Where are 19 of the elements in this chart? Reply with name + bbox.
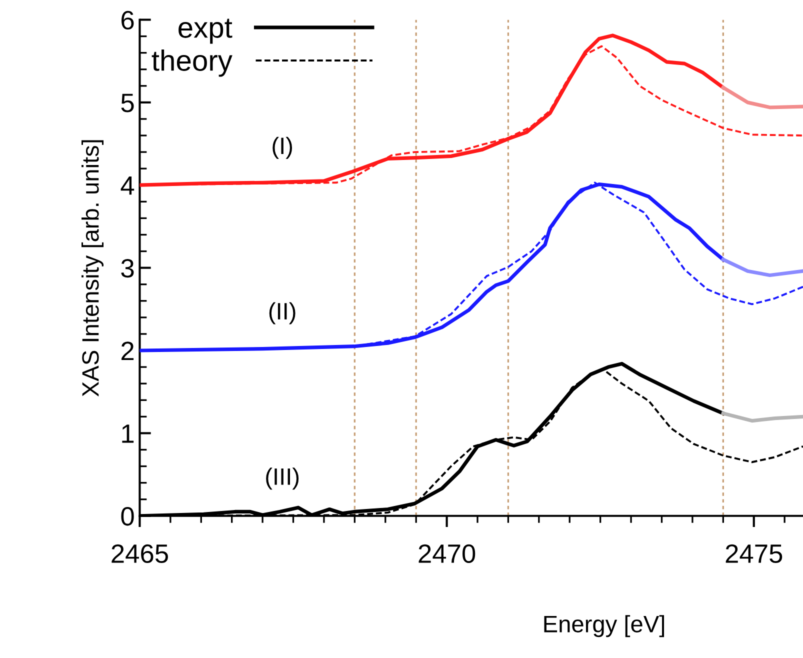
annotation: (II): [269, 302, 296, 324]
annotation: (I): [272, 136, 292, 159]
y-tick-label: 0: [121, 507, 134, 526]
y-tick-label: 5: [121, 94, 134, 112]
y-tick-label: 3: [121, 258, 134, 278]
x-axis-title: Energy [eV]: [544, 615, 664, 638]
x-tick-label: 2470: [418, 544, 476, 564]
y-tick-label: 4: [120, 176, 134, 195]
legend-label: theory: [152, 50, 232, 77]
x-tick-label: 2475: [726, 544, 782, 564]
y-axis-title: XAS Intensity [arb. units]: [82, 140, 104, 397]
legend-label: expt: [178, 18, 232, 44]
y-tick-label: 6: [122, 10, 134, 30]
line-series: [721, 412, 803, 423]
y-tick-label: 2: [122, 342, 134, 360]
annotation: (III): [266, 468, 299, 490]
y-tick-label: 1: [122, 424, 134, 443]
x-tick-label: 2465: [112, 544, 168, 564]
line-series: [721, 86, 803, 110]
